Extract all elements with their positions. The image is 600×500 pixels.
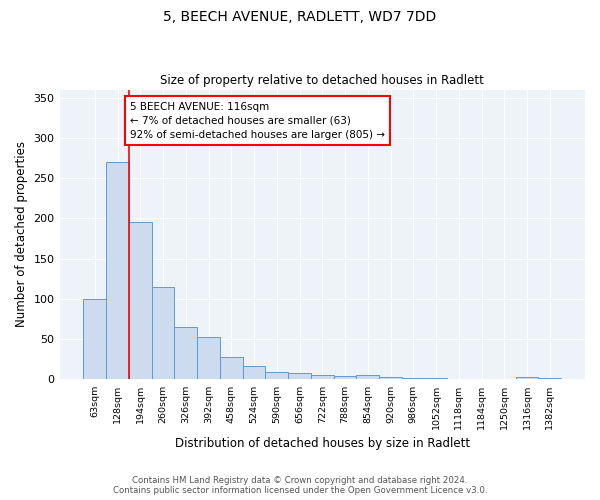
Bar [265, 372, 288, 380]
Bar [515, 377, 538, 380]
X-axis label: Distribution of detached houses by size in Radlett: Distribution of detached houses by size … [175, 437, 470, 450]
Bar [242, 366, 265, 380]
Bar [448, 378, 470, 380]
Text: Contains HM Land Registry data © Crown copyright and database right 2024.
Contai: Contains HM Land Registry data © Crown c… [113, 476, 487, 495]
Bar [334, 376, 356, 380]
Text: 5, BEECH AVENUE, RADLETT, WD7 7DD: 5, BEECH AVENUE, RADLETT, WD7 7DD [163, 10, 437, 24]
Bar [83, 299, 106, 380]
Bar [356, 374, 379, 380]
Bar [152, 287, 175, 380]
Title: Size of property relative to detached houses in Radlett: Size of property relative to detached ho… [160, 74, 484, 87]
Bar [288, 373, 311, 380]
Text: 5 BEECH AVENUE: 116sqm
← 7% of detached houses are smaller (63)
92% of semi-deta: 5 BEECH AVENUE: 116sqm ← 7% of detached … [130, 102, 385, 140]
Bar [197, 337, 220, 380]
Bar [129, 222, 152, 380]
Bar [425, 378, 448, 380]
Bar [311, 376, 334, 380]
Bar [106, 162, 129, 380]
Bar [220, 357, 242, 380]
Bar [175, 327, 197, 380]
Bar [538, 378, 561, 380]
Bar [402, 378, 425, 380]
Y-axis label: Number of detached properties: Number of detached properties [15, 142, 28, 328]
Bar [379, 377, 402, 380]
